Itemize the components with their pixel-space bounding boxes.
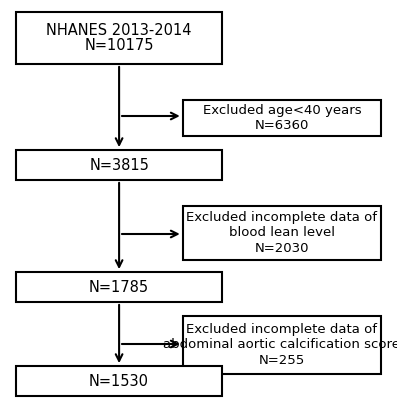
Text: N=1785: N=1785 — [89, 280, 149, 294]
FancyBboxPatch shape — [16, 272, 222, 302]
Text: abdominal aortic calcification score: abdominal aortic calcification score — [164, 338, 397, 352]
FancyBboxPatch shape — [16, 366, 222, 396]
Text: Excluded age<40 years: Excluded age<40 years — [202, 104, 361, 117]
Text: N=3815: N=3815 — [89, 158, 149, 172]
Text: N=255: N=255 — [259, 354, 305, 367]
FancyBboxPatch shape — [183, 206, 381, 260]
Text: NHANES 2013-2014: NHANES 2013-2014 — [46, 23, 192, 38]
Text: Excluded incomplete data of: Excluded incomplete data of — [186, 323, 378, 336]
FancyBboxPatch shape — [16, 12, 222, 64]
Text: blood lean level: blood lean level — [229, 226, 335, 240]
Text: N=6360: N=6360 — [255, 119, 309, 132]
Text: Excluded incomplete data of: Excluded incomplete data of — [186, 211, 378, 224]
FancyBboxPatch shape — [16, 150, 222, 180]
Text: N=1530: N=1530 — [89, 374, 149, 388]
Text: N=10175: N=10175 — [84, 38, 154, 53]
FancyBboxPatch shape — [183, 316, 381, 374]
FancyBboxPatch shape — [183, 100, 381, 136]
Text: N=2030: N=2030 — [254, 242, 309, 255]
